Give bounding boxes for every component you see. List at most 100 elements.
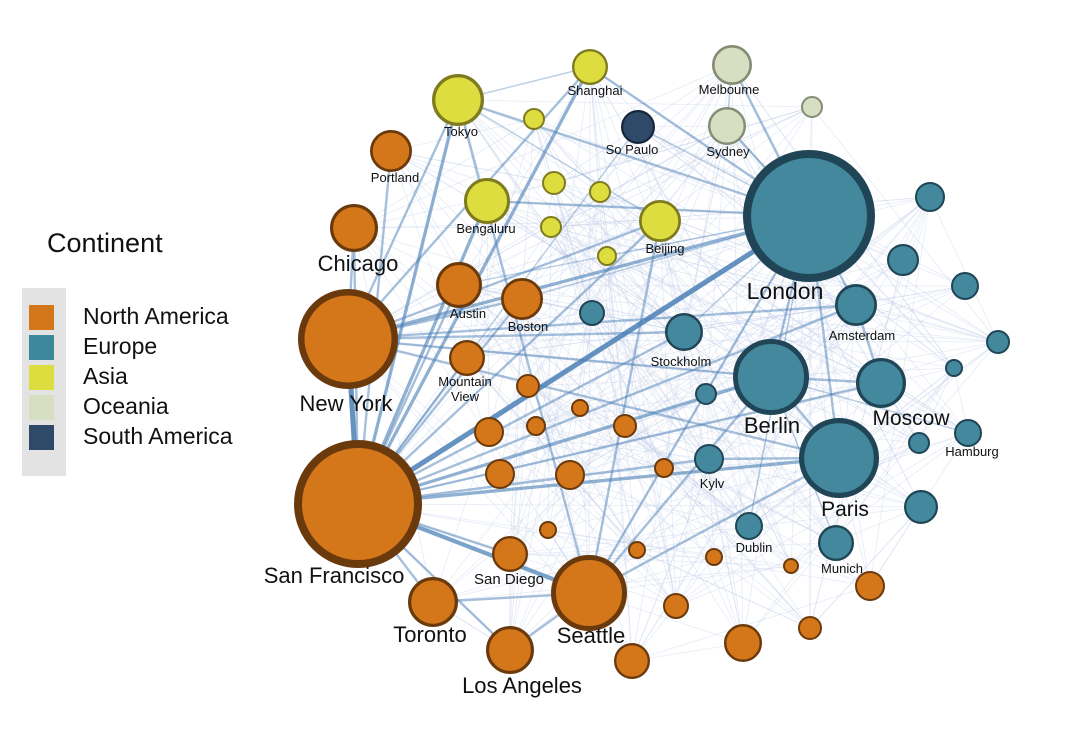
background-edge (579, 125, 728, 409)
node-na1[interactable] (516, 374, 540, 398)
background-edge (432, 425, 626, 603)
node-na6[interactable] (485, 459, 515, 489)
node-na9[interactable] (539, 521, 557, 539)
background-edge (636, 304, 857, 551)
background-edge (535, 331, 685, 427)
node-london[interactable] (743, 150, 875, 282)
node-chicago[interactable] (329, 203, 378, 252)
node-seattle[interactable] (550, 554, 627, 631)
background-edge (929, 196, 999, 343)
node-boston[interactable] (500, 277, 543, 320)
node-eu9[interactable] (695, 383, 717, 405)
node-eu8[interactable] (579, 300, 605, 326)
node-na8[interactable] (654, 458, 674, 478)
background-edge (553, 182, 638, 551)
background-edge (458, 284, 685, 333)
node-as5[interactable] (597, 246, 617, 266)
background-edge (458, 284, 999, 343)
edge-seattle-beijing (587, 220, 662, 594)
node-portland[interactable] (369, 130, 412, 173)
node-eu5[interactable] (945, 359, 963, 377)
node-na12[interactable] (783, 558, 799, 574)
node-bengaluru[interactable] (463, 177, 510, 224)
node-losangeles[interactable] (485, 625, 534, 674)
background-edge (509, 298, 523, 651)
node-na17[interactable] (855, 571, 885, 601)
node-hamburg[interactable] (954, 419, 982, 447)
node-na5[interactable] (613, 414, 637, 438)
node-as3[interactable] (589, 181, 611, 203)
background-edge (606, 255, 633, 662)
node-na7[interactable] (555, 460, 585, 490)
legend-label-north-america: North America (83, 303, 229, 329)
node-kylv[interactable] (694, 444, 724, 474)
node-amsterdam[interactable] (834, 283, 877, 326)
node-eu7[interactable] (903, 490, 938, 525)
background-edge (347, 125, 728, 340)
node-na10[interactable] (628, 541, 646, 559)
background-edge (488, 431, 677, 607)
node-melbourne[interactable] (711, 44, 752, 86)
background-edge (708, 196, 931, 460)
background-edge (589, 66, 601, 193)
background-edge (457, 99, 811, 629)
node-sanfrancisco[interactable] (294, 440, 422, 568)
background-edge (591, 312, 710, 460)
node-eu2[interactable] (886, 243, 919, 276)
node-as1[interactable] (523, 108, 545, 130)
background-edge (606, 255, 837, 544)
node-saopaulo[interactable] (620, 109, 655, 144)
legend-item-asia[interactable]: Asia (22, 363, 262, 393)
node-eu1[interactable] (915, 182, 945, 212)
node-moscow[interactable] (856, 358, 906, 408)
background-edge (637, 126, 792, 567)
node-paris[interactable] (798, 418, 879, 499)
node-as4[interactable] (540, 216, 562, 238)
node-na16[interactable] (613, 642, 650, 679)
background-edge (521, 298, 571, 476)
node-toronto[interactable] (408, 577, 458, 627)
node-oc1[interactable] (801, 96, 823, 118)
node-eu6[interactable] (908, 432, 930, 454)
legend-item-north-america[interactable]: North America (22, 303, 262, 333)
legend-item-europe[interactable]: Europe (22, 333, 262, 363)
background-edge (458, 284, 966, 287)
node-na11[interactable] (705, 548, 723, 566)
background-edge (880, 196, 931, 384)
label-munich: Munich (821, 561, 863, 576)
legend-item-south-america[interactable]: South America (22, 423, 262, 453)
node-mountainview[interactable] (449, 340, 486, 377)
node-na14[interactable] (723, 623, 762, 662)
background-edge (659, 220, 750, 527)
background-edge (809, 506, 922, 629)
node-berlin[interactable] (732, 339, 809, 415)
node-shanghai[interactable] (571, 48, 608, 85)
node-na15[interactable] (798, 616, 822, 640)
node-sydney[interactable] (707, 107, 746, 145)
background-edge (731, 64, 871, 587)
background-edge (466, 304, 857, 359)
node-beijing[interactable] (638, 200, 681, 243)
node-eu3[interactable] (951, 272, 979, 300)
node-na4[interactable] (571, 399, 589, 417)
node-austin[interactable] (435, 261, 482, 308)
node-na2[interactable] (474, 417, 504, 447)
node-dublin[interactable] (735, 512, 763, 540)
background-edge (466, 357, 638, 551)
node-munich[interactable] (817, 524, 854, 561)
node-newyork[interactable] (298, 289, 398, 389)
background-edge (663, 467, 871, 587)
node-stockholm[interactable] (664, 312, 703, 351)
node-na13[interactable] (663, 593, 689, 619)
background-edge (624, 425, 792, 567)
background-edge (591, 312, 744, 644)
legend-item-oceania[interactable]: Oceania (22, 393, 262, 423)
node-as2[interactable] (542, 171, 566, 195)
legend-swatch-oceania (29, 395, 54, 420)
background-edge (742, 367, 955, 644)
node-tokyo[interactable] (432, 74, 485, 127)
node-sandiego[interactable] (492, 535, 529, 572)
background-edge (509, 385, 529, 651)
node-eu4[interactable] (986, 330, 1010, 354)
node-na3[interactable] (526, 416, 546, 436)
